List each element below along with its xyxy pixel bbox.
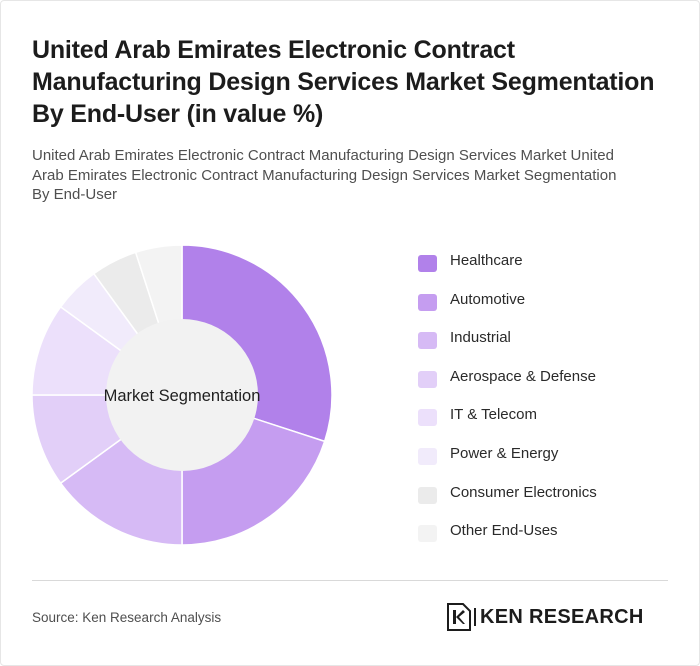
legend-swatch xyxy=(418,293,437,311)
ken-research-logo: KEN RESEARCH xyxy=(447,603,672,631)
legend: Healthcare Automotive Industrial Aerospace … xyxy=(418,250,688,559)
legend-item: Consumer Electronics xyxy=(418,482,688,521)
legend-swatch xyxy=(418,370,437,388)
legend-label: Consumer Electronics xyxy=(450,483,597,501)
legend-label: Healthcare xyxy=(450,252,523,269)
legend-label: Automotive xyxy=(450,290,526,308)
legend-label: Power & Energy xyxy=(450,444,559,462)
legend-swatch xyxy=(418,409,437,427)
legend-item: Power & Energy xyxy=(418,443,688,482)
logo-text: KEN RESEARCH xyxy=(480,606,644,628)
legend-swatch xyxy=(418,332,437,350)
legend-label: Industrial xyxy=(450,329,511,347)
legend-swatch xyxy=(418,486,437,504)
legend-swatch xyxy=(418,255,437,272)
donut-center xyxy=(106,319,258,471)
legend-swatch xyxy=(418,447,437,465)
legend-item: Aerospace & Defense xyxy=(418,366,688,405)
legend-item: Industrial xyxy=(418,327,688,366)
legend-item: Automotive xyxy=(418,289,688,328)
chart-title: United Arab Emirates Electronic Contract… xyxy=(32,36,655,128)
footer-divider xyxy=(32,580,668,581)
source-note: Source: Ken Research Analysis xyxy=(32,610,222,625)
legend-item: Healthcare xyxy=(418,250,688,289)
legend-label: IT & Telecom xyxy=(450,406,537,424)
legend-label: Aerospace & Defense xyxy=(450,367,596,385)
ken-research-k-icon xyxy=(447,603,471,631)
legend-swatch xyxy=(418,525,437,543)
legend-label: Other End-Uses xyxy=(450,522,558,540)
logo-separator xyxy=(474,608,476,626)
legend-item: IT & Telecom xyxy=(418,404,688,443)
legend-item: Other End-Uses xyxy=(418,520,688,559)
chart-subtitle: United Arab Emirates Electronic Contract… xyxy=(32,147,617,203)
center-label: Market Segmentation xyxy=(104,387,261,405)
